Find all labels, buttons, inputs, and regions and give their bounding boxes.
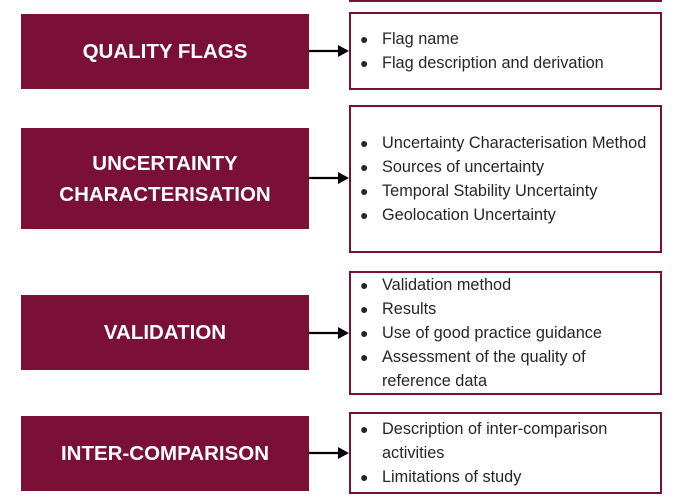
- list-item-text: Assessment of the quality of reference d…: [382, 348, 586, 390]
- bullet-icon: ●: [360, 469, 369, 485]
- list-item: ● Assessment of the quality of reference …: [351, 345, 652, 393]
- validation-detail-box: ● Validation method ● Results ● Use of good…: [349, 271, 662, 395]
- previous-detail-box-edge: [349, 0, 662, 2]
- bullet-icon: ●: [360, 55, 369, 71]
- list-item: ● Results: [351, 297, 652, 321]
- arrow-right-icon: [309, 327, 349, 339]
- validation-label-box: VALIDATION: [21, 295, 309, 370]
- list-item-text: Use of good practice guidance: [382, 324, 602, 342]
- bullet-icon: ●: [360, 159, 369, 175]
- list-item: ● Sources of uncertainty: [351, 155, 652, 179]
- bullet-icon: ●: [360, 277, 369, 293]
- quality-flags-label: QUALITY FLAGS: [82, 40, 248, 63]
- inter-comparison-list: ● Description of inter-comparison activit…: [351, 417, 652, 489]
- bullet-icon: ●: [360, 135, 369, 151]
- bullet-icon: ●: [360, 31, 369, 47]
- list-item-text: Temporal Stability Uncertainty: [382, 182, 598, 200]
- list-item-text: Validation method: [382, 276, 512, 294]
- list-item: ● Use of good practice guidance: [351, 321, 652, 345]
- list-item: ● Limitations of study: [351, 465, 652, 489]
- list-item-text: Uncertainty Characterisation Method: [382, 134, 647, 152]
- inter-comparison-detail-box: ● Description of inter-comparison activit…: [349, 412, 662, 494]
- inter-comparison-label: INTER-COMPARISON: [60, 442, 270, 465]
- quality-flags-list: ● Flag name ● Flag description and derivat…: [351, 27, 652, 75]
- list-item-text: Flag description and derivation: [382, 54, 604, 72]
- quality-flags-detail-box: ● Flag name ● Flag description and derivat…: [349, 12, 662, 90]
- list-item-text: Geolocation Uncertainty: [382, 206, 556, 224]
- bullet-icon: ●: [360, 349, 369, 365]
- bullet-icon: ●: [360, 325, 369, 341]
- list-item: ● Flag name: [351, 27, 652, 51]
- list-item: ● Validation method: [351, 273, 652, 297]
- quality-flags-label-box: QUALITY FLAGS: [21, 14, 309, 89]
- list-item-text: Description of inter-comparison activiti…: [382, 420, 608, 462]
- list-item: ● Flag description and derivation: [351, 51, 652, 75]
- uncertainty-characterisation-detail-box: ● Uncertainty Characterisation Method ● So…: [349, 105, 662, 253]
- validation-list: ● Validation method ● Results ● Use of good…: [351, 273, 652, 393]
- bullet-icon: ●: [360, 183, 369, 199]
- arrow-right-icon: [309, 172, 349, 184]
- bullet-icon: ●: [360, 421, 369, 437]
- list-item-text: Results: [382, 300, 437, 318]
- list-item-text: Flag name: [382, 30, 459, 48]
- arrow-right-icon: [309, 447, 349, 459]
- arrow-right-icon: [309, 45, 349, 57]
- list-item: ● Temporal Stability Uncertainty: [351, 179, 652, 203]
- list-item-text: Limitations of study: [382, 468, 522, 486]
- bullet-icon: ●: [360, 301, 369, 317]
- uncertainty-characterisation-label: UNCERTAINTY CHARACTERISATION: [59, 151, 271, 206]
- list-item: ● Description of inter-comparison activit…: [351, 417, 652, 465]
- validation-label: VALIDATION: [103, 321, 227, 344]
- uncertainty-characterisation-label-box: UNCERTAINTY CHARACTERISATION: [21, 128, 309, 229]
- list-item: ● Uncertainty Characterisation Method: [351, 131, 652, 155]
- list-item-text: Sources of uncertainty: [382, 158, 544, 176]
- list-item: ● Geolocation Uncertainty: [351, 203, 652, 227]
- uncertainty-characterisation-list: ● Uncertainty Characterisation Method ● So…: [351, 131, 652, 227]
- inter-comparison-label-box: INTER-COMPARISON: [21, 416, 309, 491]
- bullet-icon: ●: [360, 207, 369, 223]
